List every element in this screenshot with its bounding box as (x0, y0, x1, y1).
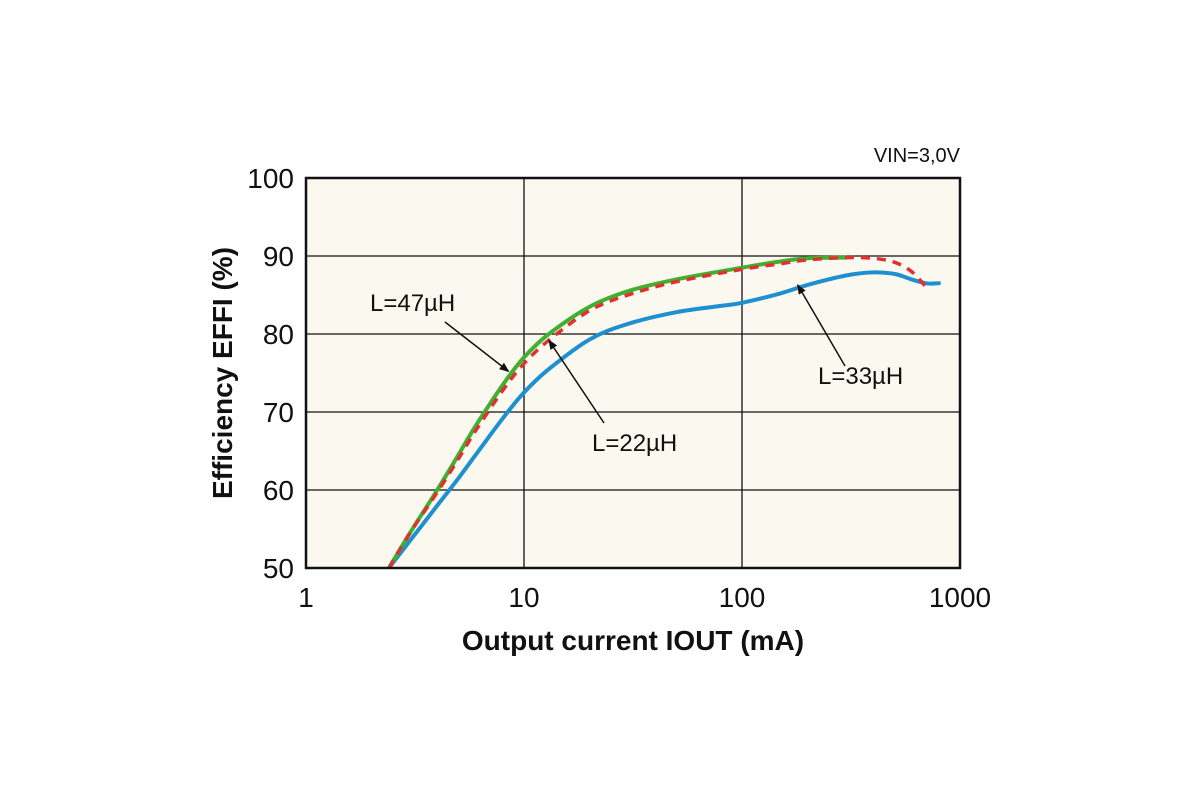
series-line-l-22-h (387, 255, 928, 568)
annotation-l-33-h: L=33µH (818, 363, 903, 390)
y-tick-label: 70 (263, 397, 294, 428)
annotation-arrow (797, 283, 846, 367)
y-tick-label: 90 (263, 241, 294, 272)
y-tick-label: 50 (263, 553, 294, 584)
x-tick-label: 10 (508, 582, 539, 613)
annotation-l-22-h: L=22µH (592, 430, 677, 457)
annotation-arrow (444, 321, 510, 373)
x-tick-label: 1000 (929, 582, 991, 613)
annotations: L=47µH L=22µH L=33µH (370, 283, 903, 457)
series-line-l-47-h (386, 255, 848, 568)
x-axis-title: Output current IOUT (mA) (462, 625, 804, 656)
y-tick-label: 80 (263, 319, 294, 350)
x-tick-label: 1 (298, 582, 314, 613)
series-line-l-33-h (386, 270, 941, 568)
plot-area (306, 178, 960, 568)
tick-labels: 1 10 100 1000 50 60 70 80 90 100 (247, 163, 991, 613)
annotation-arrow (548, 339, 605, 424)
y-tick-label: 100 (247, 163, 294, 194)
condition-label: VIN=3,0V (874, 145, 961, 167)
y-tick-label: 60 (263, 475, 294, 506)
annotation-l-47-h: L=47µH (370, 290, 455, 317)
y-axis-title: Efficiency EFFI (%) (207, 247, 238, 499)
series-layer (386, 255, 941, 568)
x-tick-label: 100 (719, 582, 766, 613)
plot-frame (304, 176, 962, 570)
